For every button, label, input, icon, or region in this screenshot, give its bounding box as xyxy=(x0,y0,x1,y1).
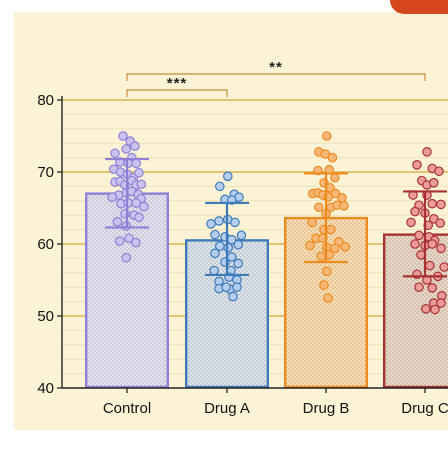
data-point xyxy=(123,198,133,208)
data-point xyxy=(232,282,242,292)
x-tick-label: Drug B xyxy=(303,400,350,417)
data-point xyxy=(321,131,332,141)
data-point xyxy=(412,160,422,170)
data-point xyxy=(110,148,120,159)
x-tick-label: Drug A xyxy=(204,400,250,417)
data-point xyxy=(439,262,448,272)
data-point xyxy=(223,171,233,182)
significance-bracket xyxy=(126,89,228,97)
significance-bracket xyxy=(126,73,426,81)
data-point xyxy=(210,248,220,259)
data-point xyxy=(305,240,315,251)
data-point xyxy=(121,144,131,154)
data-point xyxy=(121,252,131,263)
data-point xyxy=(430,304,440,315)
data-point xyxy=(313,202,324,213)
data-point xyxy=(325,224,336,235)
data-points xyxy=(107,131,448,315)
significance-brackets: ***** xyxy=(126,59,426,97)
data-point xyxy=(118,131,128,141)
corner-badge xyxy=(390,0,448,14)
data-point xyxy=(228,291,238,302)
data-point xyxy=(339,201,349,211)
error-bars xyxy=(105,157,447,278)
data-point xyxy=(329,172,340,183)
data-point xyxy=(436,199,446,210)
bars xyxy=(84,192,448,389)
data-point xyxy=(115,236,125,246)
data-point xyxy=(434,166,444,177)
data-point xyxy=(214,216,224,226)
data-point xyxy=(321,266,332,277)
data-point xyxy=(230,217,240,228)
data-point xyxy=(329,243,340,254)
data-point xyxy=(206,219,216,229)
axes: 40 50 60 70 80 Control Drug A Drug B Drug C xyxy=(37,92,448,417)
data-point xyxy=(236,230,247,241)
data-point xyxy=(406,217,416,228)
data-point xyxy=(210,229,220,240)
data-point xyxy=(307,217,317,228)
data-point xyxy=(107,192,117,202)
y-tick-label: 50 xyxy=(37,308,54,325)
data-point xyxy=(223,242,233,253)
data-point xyxy=(123,158,133,169)
data-point xyxy=(130,141,140,151)
data-point xyxy=(316,251,326,262)
data-point xyxy=(427,283,437,293)
data-point xyxy=(327,152,338,163)
data-point xyxy=(428,214,439,224)
data-point xyxy=(112,216,123,227)
data-point xyxy=(215,181,225,192)
data-point xyxy=(427,198,437,209)
x-tick-label: Drug C xyxy=(401,400,448,417)
data-point xyxy=(124,233,134,244)
data-point xyxy=(427,239,437,249)
data-point xyxy=(414,282,424,292)
data-point xyxy=(340,242,350,252)
data-point xyxy=(131,158,141,169)
data-point xyxy=(420,303,431,314)
data-point xyxy=(209,265,219,276)
data-point xyxy=(134,167,144,178)
data-point xyxy=(233,239,243,250)
data-point xyxy=(233,258,243,269)
data-point xyxy=(139,201,149,212)
data-point xyxy=(424,260,435,271)
y-tick-label: 40 xyxy=(37,380,54,397)
data-point xyxy=(131,237,141,248)
data-point xyxy=(428,178,439,188)
data-point xyxy=(319,280,329,290)
data-point xyxy=(410,206,420,217)
data-point xyxy=(136,179,147,190)
y-tick-label: 60 xyxy=(37,236,54,253)
data-point xyxy=(330,188,341,199)
data-point xyxy=(414,230,424,241)
data-point xyxy=(131,198,141,208)
data-point xyxy=(323,293,333,303)
y-tick-label: 70 xyxy=(37,164,54,181)
data-point xyxy=(134,212,144,223)
data-point xyxy=(435,218,445,228)
data-point xyxy=(436,298,446,308)
significance-label: *** xyxy=(167,75,188,92)
y-tick-label: 80 xyxy=(37,92,54,109)
x-tick-label: Control xyxy=(103,400,151,417)
data-point xyxy=(410,239,420,249)
significance-label: ** xyxy=(269,59,283,76)
data-point xyxy=(436,243,446,254)
data-point xyxy=(422,147,432,157)
data-point xyxy=(221,282,231,292)
